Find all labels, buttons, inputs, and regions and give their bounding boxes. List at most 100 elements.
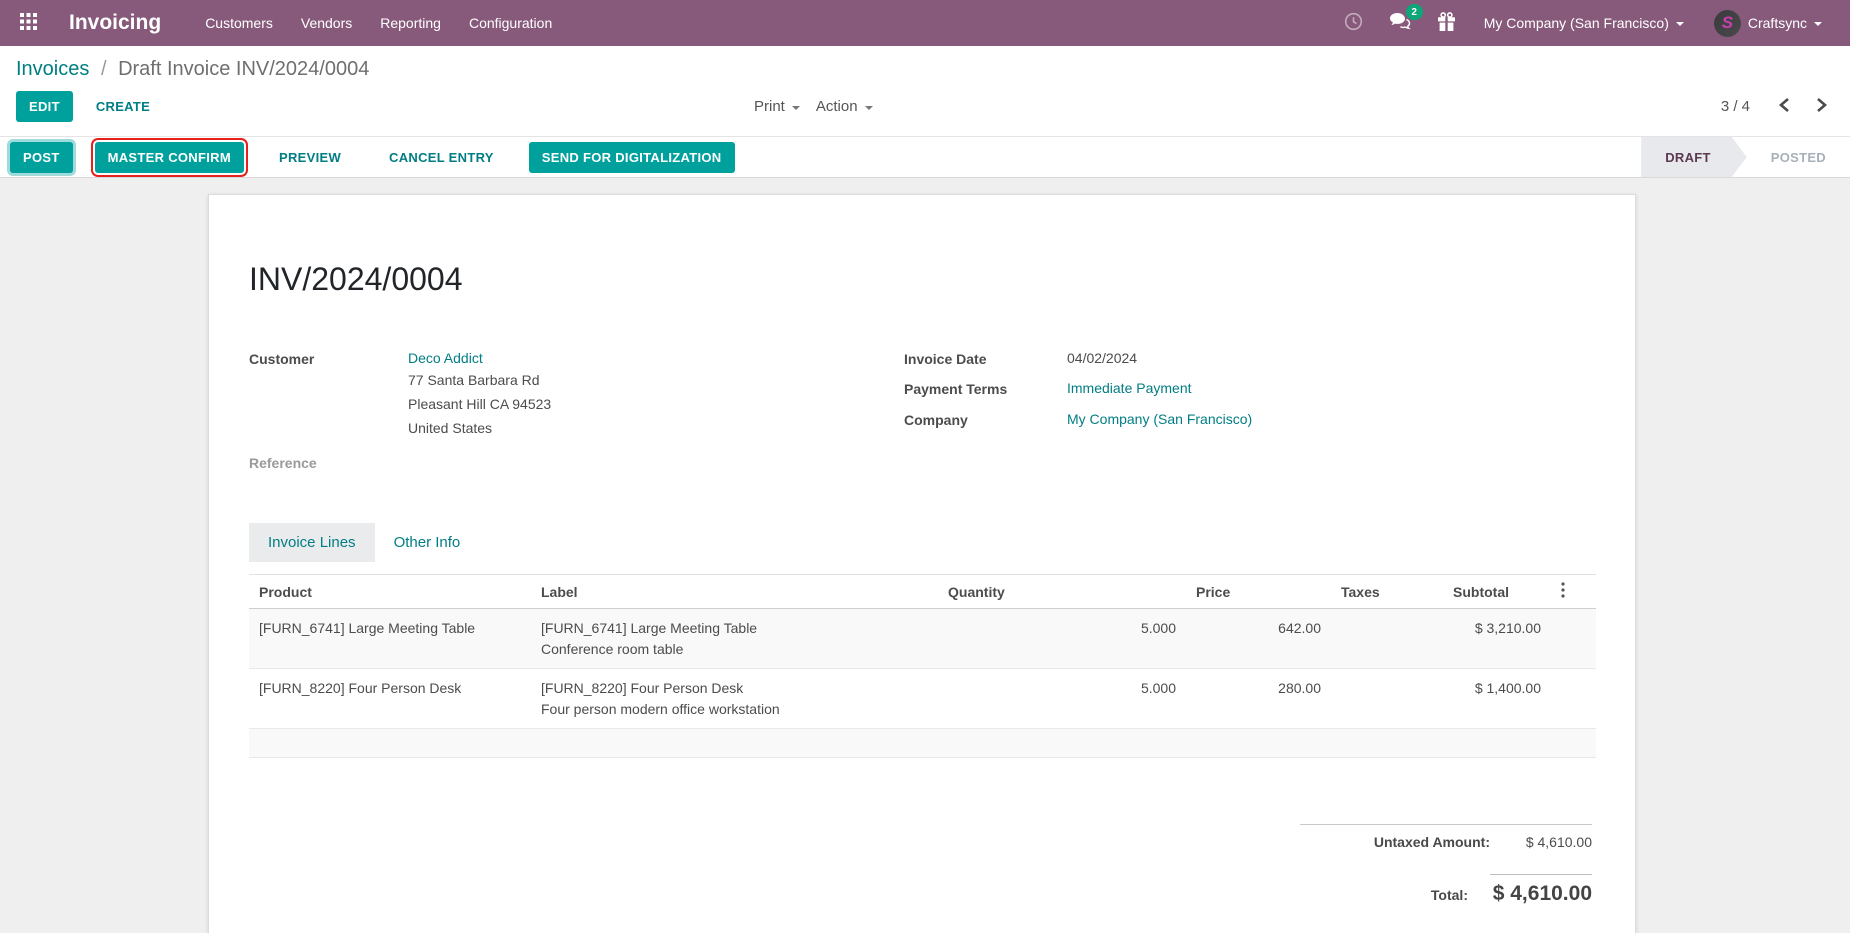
reference-label: Reference [249, 455, 317, 472]
totals: Untaxed Amount: $ 4,610.00 Total: $ 4,61… [1300, 824, 1592, 906]
avatar: S [1713, 9, 1741, 37]
chevron-down-icon [864, 105, 873, 110]
edit-button[interactable]: EDIT [16, 91, 73, 122]
menu-configuration[interactable]: Configuration [468, 15, 553, 31]
activities-button[interactable] [1334, 6, 1373, 40]
company-switcher-label: My Company (San Francisco) [1483, 15, 1669, 31]
column-header-taxes[interactable]: Taxes [1331, 574, 1443, 610]
line-taxes [1331, 609, 1443, 669]
line-quantity: 5.000 [1140, 620, 1176, 637]
chevron-right-icon [1816, 97, 1828, 116]
column-header-subtotal[interactable]: Subtotal [1443, 574, 1551, 610]
customer-label: Customer [249, 351, 315, 367]
apps-menu-button[interactable] [16, 9, 41, 37]
user-name: Craftsync [1747, 15, 1807, 31]
customer-link[interactable]: Deco Addict [408, 350, 483, 366]
breadcrumb-current: Draft Invoice INV/2024/0004 [118, 58, 370, 80]
invoice-sheet: INV/2024/0004 Customer Deco Addict 77 Sa… [208, 194, 1636, 933]
top-navbar: Invoicing Customers Vendors Reporting Co… [0, 0, 1850, 46]
master-confirm-button[interactable]: MASTER CONFIRM [90, 137, 248, 177]
line-quantity: 5.000 [1140, 680, 1176, 697]
customer-address-line-1: 77 Santa Barbara Rd [408, 372, 540, 388]
line-description: Four person modern office workstation [541, 701, 780, 718]
company-switcher[interactable]: My Company (San Francisco) [1472, 0, 1696, 46]
clock-icon [1344, 12, 1363, 34]
pager-value: 3 / 4 [1720, 98, 1750, 115]
messages-badge: 2 [1405, 4, 1423, 20]
payment-terms-link[interactable]: Immediate Payment [1067, 380, 1192, 396]
line-label: [FURN_8220] Four Person Desk [541, 680, 744, 697]
statusbar: POST MASTER CONFIRM PREVIEW CANCEL ENTRY… [0, 136, 1850, 178]
pager-previous-button[interactable] [1772, 95, 1796, 118]
action-menu-label: Action [815, 98, 858, 115]
line-product: [FURN_8220] Four Person Desk [259, 680, 462, 697]
vertical-dots-icon [1561, 582, 1565, 601]
untaxed-amount-value: $ 4,610.00 [1525, 834, 1592, 851]
invoice-date-value: 04/02/2024 [1067, 350, 1138, 366]
total-label: Total: [1430, 887, 1468, 904]
pager-next-button[interactable] [1810, 95, 1834, 118]
empty-line-row[interactable] [249, 728, 1596, 758]
line-product: [FURN_6741] Large Meeting Table [259, 620, 476, 637]
notebook-tabs: Invoice Lines Other Info [249, 523, 1594, 563]
status-posted[interactable]: POSTED [1770, 149, 1826, 165]
action-menu-button[interactable]: Action [816, 98, 873, 115]
chevron-down-icon [791, 105, 800, 110]
line-price: 280.00 [1278, 680, 1321, 697]
line-price: 642.00 [1278, 620, 1321, 637]
chat-bubbles-icon [1389, 12, 1411, 34]
chevron-down-icon [1675, 22, 1684, 26]
main-menu: Customers Vendors Reporting Configuratio… [191, 0, 566, 46]
line-taxes [1331, 669, 1443, 729]
control-panel: Invoices / Draft Invoice INV/2024/0004 E… [0, 46, 1850, 136]
avatar-letter: S [1721, 13, 1734, 32]
line-label: [FURN_6741] Large Meeting Table [541, 620, 758, 637]
preview-button[interactable]: PREVIEW [266, 142, 354, 173]
main-content: INV/2024/0004 Customer Deco Addict 77 Sa… [0, 194, 1850, 933]
column-options-button[interactable] [1551, 574, 1596, 610]
company-link[interactable]: My Company (San Francisco) [1067, 411, 1253, 427]
cancel-entry-button[interactable]: CANCEL ENTRY [376, 142, 507, 173]
invoice-number: INV/2024/0004 [249, 261, 463, 297]
invoice-lines-table: Product Label Quantity Price Taxes Subto… [249, 574, 1596, 758]
column-header-quantity[interactable]: Quantity [938, 574, 1186, 610]
print-menu-button[interactable]: Print [754, 98, 800, 115]
column-header-product[interactable]: Product [249, 574, 531, 610]
chevron-left-icon [1778, 97, 1790, 116]
navbar-systray: 2 My Company (San Francisco) S Craftsync [1334, 0, 1834, 46]
post-button[interactable]: POST [10, 141, 73, 173]
invoice-line-row[interactable]: [FURN_6741] Large Meeting Table [FURN_67… [249, 608, 1596, 669]
rewards-button[interactable] [1427, 6, 1466, 41]
invoice-date-label: Invoice Date [904, 351, 987, 367]
line-subtotal: $ 1,400.00 [1474, 680, 1541, 697]
app-name[interactable]: Invoicing [69, 11, 162, 34]
payment-terms-label: Payment Terms [904, 381, 1008, 397]
send-for-digitalization-button[interactable]: SEND FOR DIGITALIZATION [528, 141, 735, 173]
customer-address-line-3: United States [408, 420, 493, 437]
apps-grid-icon [20, 13, 37, 33]
company-label: Company [904, 412, 968, 428]
column-header-label[interactable]: Label [531, 574, 938, 610]
menu-reporting[interactable]: Reporting [380, 15, 441, 31]
invoice-line-row[interactable]: [FURN_8220] Four Person Desk [FURN_8220]… [249, 669, 1596, 729]
tab-other-info[interactable]: Other Info [375, 523, 480, 562]
breadcrumb-invoices-link[interactable]: Invoices [16, 58, 90, 80]
user-menu[interactable]: S Craftsync [1702, 0, 1834, 46]
create-button[interactable]: CREATE [83, 91, 163, 122]
status-widget: DRAFT POSTED [1641, 137, 1850, 177]
column-header-price[interactable]: Price [1186, 574, 1331, 610]
customer-address-line-2: Pleasant Hill CA 94523 [408, 396, 552, 413]
untaxed-amount-label: Untaxed Amount: [1373, 834, 1490, 851]
line-description: Conference room table [541, 641, 684, 658]
print-menu-label: Print [754, 98, 785, 115]
breadcrumb: Invoices / Draft Invoice INV/2024/0004 [16, 58, 1834, 81]
gift-icon [1437, 11, 1456, 35]
breadcrumb-separator: / [100, 58, 107, 80]
line-subtotal: $ 3,210.00 [1474, 620, 1541, 637]
messages-button[interactable]: 2 [1379, 4, 1423, 40]
tab-invoice-lines[interactable]: Invoice Lines [249, 523, 375, 563]
status-draft[interactable]: DRAFT [1641, 137, 1747, 177]
total-value: $ 4,610.00 [1490, 874, 1592, 906]
menu-customers[interactable]: Customers [205, 15, 273, 31]
menu-vendors[interactable]: Vendors [300, 15, 353, 31]
